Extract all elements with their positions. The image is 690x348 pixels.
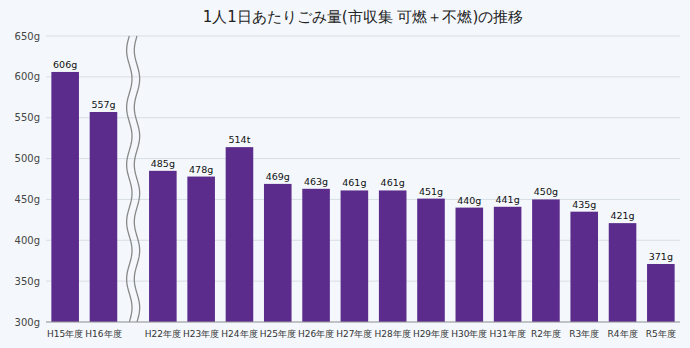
x-axis-line [46,322,680,323]
chart-svg: 1人1日あたりごみ量(市収集 可燃＋不燃)の推移 300g 350g 400g 450g… [0,0,690,348]
data-label: 440g [457,195,481,206]
bar [226,147,254,322]
x-tick-label: H29年度 [413,329,449,339]
bars [51,72,674,322]
data-label: 514t [229,134,251,145]
x-tick-label: R5年度 [646,329,676,339]
background [0,0,690,348]
x-tick-label: H31年度 [489,329,525,339]
bar [187,177,215,322]
data-label: 463g [304,176,328,187]
y-tick-label: 500g [15,153,40,164]
y-tick-label: 600g [15,71,40,82]
y-tick-label: 400g [15,235,40,246]
grid-line [46,36,680,37]
bar [341,190,369,322]
data-label: 606g [53,59,77,70]
grid [46,36,680,322]
data-label: 461g [342,177,366,188]
bar [264,184,292,322]
x-tick-label: R4年度 [608,329,638,339]
bar [302,189,330,322]
grid-line [46,158,680,159]
x-tick-label: H25年度 [260,329,296,339]
x-tick-label: H15年度 [47,329,83,339]
data-label: 421g [610,210,634,221]
data-label: 485g [151,158,175,169]
data-label: 451g [419,186,443,197]
x-tick-label: H27年度 [336,329,372,339]
x-tick-label: R3年度 [569,329,599,339]
bar [90,112,118,322]
x-tick-label: H22年度 [145,329,181,339]
data-label: 557g [91,99,115,110]
bar [456,208,484,322]
bar [647,264,675,322]
x-tick-label: H26年度 [298,329,334,339]
data-label: 450g [534,186,558,197]
y-tick-label: 450g [15,194,40,205]
bar [51,72,79,322]
x-tick-label: H24年度 [221,329,257,339]
bar [570,212,598,322]
bar [379,190,407,322]
grid-line [46,117,680,118]
y-tick-label: 650g [15,31,40,42]
data-label: 371g [649,251,673,262]
data-label: 461g [381,177,405,188]
bar [149,171,177,322]
x-tick-label: H30年度 [451,329,487,339]
data-label: 478g [189,164,213,175]
bar [494,207,522,322]
axis-break [134,36,139,322]
x-tick-label: H23年度 [183,329,219,339]
x-tick-label: H16年度 [85,329,121,339]
y-tick-label: 550g [15,112,40,123]
y-tick-label: 300g [15,317,40,328]
bar [609,223,637,322]
grid-line [46,76,680,77]
title: 1人1日あたりごみ量(市収集 可燃＋不燃)の推移 [203,8,524,26]
data-label: 441g [496,194,520,205]
bar [532,199,560,322]
chart-container: 1人1日あたりごみ量(市収集 可燃＋不燃)の推移 300g 350g 400g 450g… [0,0,690,348]
x-tick-label: R2年度 [531,329,561,339]
x-tick-label: H28年度 [375,329,411,339]
data-label: 469g [266,171,290,182]
grid-line [46,322,680,323]
y-tick-label: 350g [15,276,40,287]
bar [417,199,445,322]
axis-break [127,36,132,322]
data-label: 435g [572,199,596,210]
